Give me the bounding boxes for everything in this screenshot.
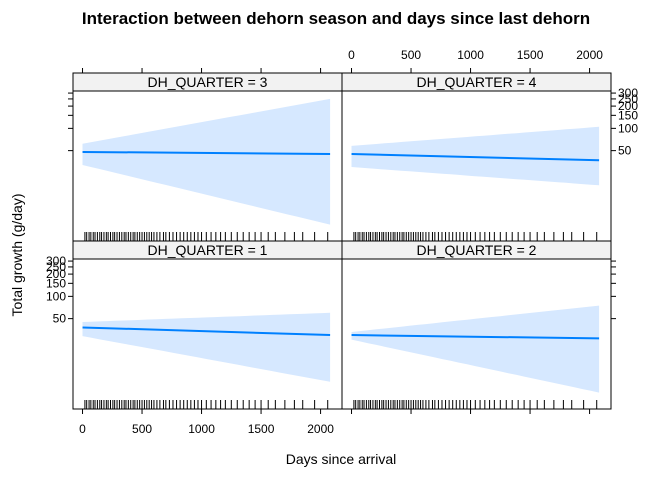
x-tick-label-top: 1000 xyxy=(457,48,484,62)
chart-title: Interaction between dehorn season and da… xyxy=(82,9,590,28)
y-tick-label-left: 250 xyxy=(46,260,66,274)
plot-area: DH_QUARTER = 3 DH_QUARTER = 4 DH_QUARTER =… xyxy=(46,48,638,436)
y-tick-label-right: 200 xyxy=(618,99,638,113)
y-tick-label-right: 250 xyxy=(618,92,638,106)
y-tick-label-right: 100 xyxy=(618,121,638,135)
x-tick-label-top: 2000 xyxy=(576,48,603,62)
x-tick-label: 0 xyxy=(79,422,86,436)
x-tick-label-top: 500 xyxy=(401,48,421,62)
confidence-band-q2 xyxy=(351,305,600,393)
strip-label-q1: DH_QUARTER = 1 xyxy=(148,242,268,258)
strip-label-q3: DH_QUARTER = 3 xyxy=(148,74,268,90)
fit-line-q3 xyxy=(82,150,331,156)
x-tick-label-top: 1500 xyxy=(517,48,544,62)
y-tick-label-left: 200 xyxy=(46,267,66,281)
strip-label-q2: DH_QUARTER = 2 xyxy=(417,242,537,258)
fit-line-q4 xyxy=(351,153,600,162)
y-tick-label-left: 50 xyxy=(53,312,67,326)
strip-label-q4: DH_QUARTER = 4 xyxy=(417,74,537,90)
fit-line-q1 xyxy=(82,326,331,337)
x-tick-label: 1000 xyxy=(188,422,215,436)
confidence-band-q1 xyxy=(82,312,331,382)
x-tick-label: 500 xyxy=(132,422,152,436)
panel-frame-q2 xyxy=(341,258,612,410)
confidence-band-q3 xyxy=(82,98,331,225)
x-tick-label: 1500 xyxy=(248,422,275,436)
confidence-band-q4 xyxy=(351,126,600,186)
fit-line-q2 xyxy=(351,334,600,340)
y-tick-label-left: 300 xyxy=(46,254,66,268)
y-tick-label-right: 150 xyxy=(618,108,638,122)
y-tick-label-right: 300 xyxy=(618,86,638,100)
y-axis-label: Total growth (g/day) xyxy=(9,194,25,317)
y-tick-label-right: 50 xyxy=(618,144,632,158)
x-tick-label-top: 0 xyxy=(348,48,355,62)
y-tick-label-left: 150 xyxy=(46,276,66,290)
x-axis-label: Days since arrival xyxy=(286,451,396,467)
y-tick-label-left: 100 xyxy=(46,289,66,303)
x-tick-label: 2000 xyxy=(307,422,334,436)
